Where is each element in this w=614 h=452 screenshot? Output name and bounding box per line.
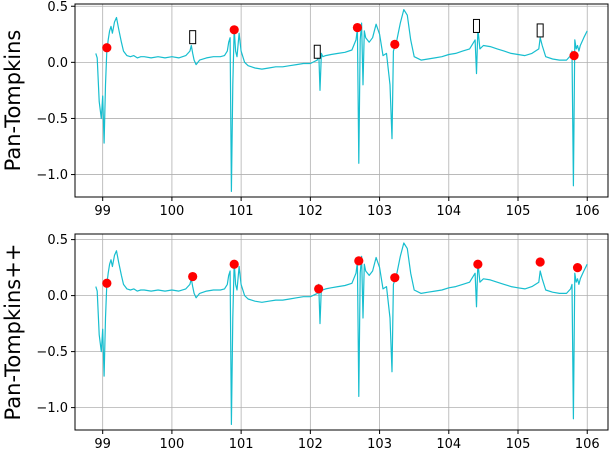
r-peak-marker: [229, 259, 239, 269]
x-tick-label: 105: [506, 204, 531, 219]
y-axis-label: Pan-Tompkins: [1, 30, 25, 172]
x-tick-label: 100: [159, 204, 184, 219]
r-peak-marker: [102, 43, 112, 53]
x-tick-label: 104: [436, 437, 461, 452]
plot-panel-1: 99 100 101 102 103 104 105 106 0.5 0.0 −0.5 −1.0 Pan…: [1, 0, 609, 219]
grid: [75, 4, 608, 197]
y-tick-label: −1.0: [36, 168, 68, 183]
r-peak-marker: [102, 278, 112, 288]
r-peak-marker: [535, 257, 545, 267]
y-tick-label: −0.5: [36, 345, 68, 360]
plot-panel-2: 99 100 101 102 103 104 105 106 0.5 0.0 −0.5 −1.0 Pan…: [1, 233, 609, 452]
y-tick-label: −0.5: [36, 112, 68, 127]
ecg-signal-line: [95, 9, 588, 192]
r-peak-marker: [229, 25, 239, 35]
r-peak-marker: [354, 256, 364, 266]
y-tick-label: 0.0: [47, 56, 68, 71]
missed-peak-marker: [472, 18, 480, 33]
r-peak-marker: [188, 271, 198, 282]
y-tick-label: 0.5: [47, 0, 68, 15]
r-peak-marker: [569, 51, 579, 61]
x-tick-label: 106: [575, 204, 600, 219]
x-tick-label: 103: [367, 437, 392, 452]
x-tick-label: 105: [506, 437, 531, 452]
missed-peak-marker: [189, 30, 197, 45]
x-tick-label: 100: [159, 437, 184, 452]
missed-peak-marker: [536, 23, 544, 38]
ecg-signal-line: [95, 242, 588, 425]
r-peak-marker: [352, 22, 363, 33]
x-tick-label: 103: [367, 204, 392, 219]
y-tick-label: 0.0: [47, 289, 68, 304]
r-peak-marker: [314, 284, 324, 294]
y-tick-label: −1.0: [36, 401, 68, 416]
r-peak-marker: [390, 273, 400, 283]
missed-peak-marker: [313, 44, 321, 59]
r-peak-marker: [572, 263, 583, 273]
x-tick-label: 102: [298, 437, 323, 452]
x-tick-label: 102: [298, 204, 323, 219]
r-peak-marker: [473, 259, 483, 269]
x-tick-label: 106: [575, 437, 600, 452]
y-axis-label: Pan-Tompkins++: [1, 244, 25, 421]
r-peak-marker: [390, 39, 400, 49]
grid: [75, 234, 608, 430]
axes-frame: [74, 233, 609, 431]
axes-frame: [74, 3, 609, 198]
x-tick-label: 101: [229, 437, 254, 452]
x-tick-label: 101: [229, 204, 254, 219]
x-tick-label: 99: [94, 204, 111, 219]
x-tick-label: 104: [436, 204, 461, 219]
y-tick-label: 0.5: [47, 233, 68, 248]
x-tick-label: 99: [94, 437, 111, 452]
